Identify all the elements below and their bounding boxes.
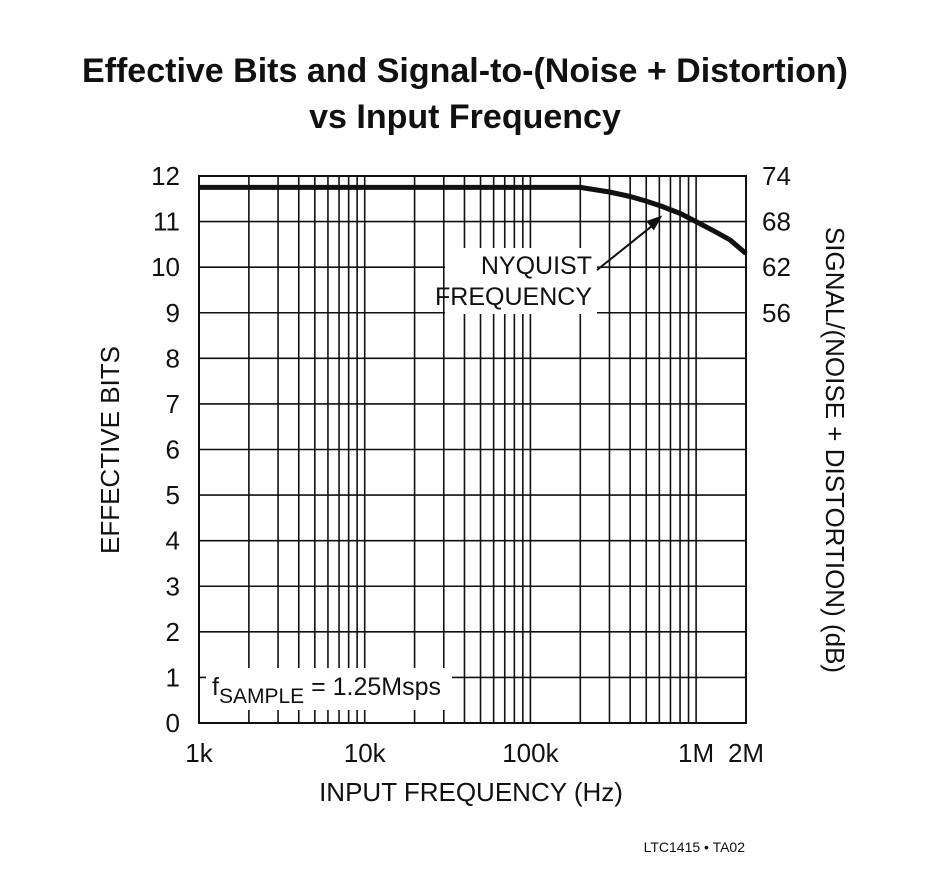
x-tick-label: 1k [185, 738, 213, 768]
plot-frame [198, 175, 747, 724]
chart-title-line1: Effective Bits and Signal-to-(Noise + Di… [82, 52, 848, 90]
y-tick-label: 6 [166, 435, 180, 465]
sample-rate-label-background [206, 668, 452, 710]
y-tick-label: 10 [151, 252, 180, 282]
y2-tick-label: 56 [762, 298, 791, 328]
y-tick-label: 9 [166, 298, 180, 328]
y2-tick-label: 62 [762, 252, 791, 282]
y-tick-label: 1 [166, 662, 180, 692]
sample-rate-suffix: = 1.25Msps [304, 673, 441, 701]
y-axis-label: EFFECTIVE BITS [95, 346, 125, 554]
y-tick-label: 2 [166, 617, 180, 647]
x-tick-label: 10k [344, 738, 387, 768]
sample-rate-label: fSAMPLE = 1.25Msps [212, 673, 441, 708]
x-tick-label: 1M [678, 738, 714, 768]
nyquist-arrow-head [646, 215, 663, 231]
x-axis-label: INPUT FREQUENCY (Hz) [319, 777, 623, 807]
x-tick-labels: 1k 10k 100k 1M 2M [185, 738, 764, 768]
chart-title-line2: vs Input Frequency [309, 98, 621, 136]
y-tick-label: 4 [166, 526, 180, 556]
nyquist-arrow [596, 215, 663, 271]
x-tick-label: 2M [728, 738, 764, 768]
footer-code: LTC1415 • TA02 [644, 839, 746, 855]
nyquist-label-line1: NYQUIST [481, 252, 592, 280]
sample-rate-prefix: f [212, 673, 219, 701]
x-tick-label: 100k [502, 738, 559, 768]
y-tick-label: 3 [166, 571, 180, 601]
nyquist-label-background [445, 248, 597, 314]
nyquist-label-line2: FREQUENCY [435, 283, 592, 311]
y2-tick-label: 74 [762, 161, 791, 191]
y-tick-label: 0 [166, 708, 180, 738]
series-line [199, 184, 748, 256]
y-tick-label: 11 [153, 207, 180, 237]
y-tick-label: 7 [166, 389, 180, 419]
sample-rate-subscript: SAMPLE [219, 685, 304, 708]
nyquist-arrow-shaft [596, 221, 657, 271]
y-tick-label: 12 [151, 161, 180, 191]
y2-tick-label: 68 [762, 207, 791, 237]
y-tick-label: 5 [166, 480, 180, 510]
y2-axis-label: SIGNAL/(NOISE + DISTORTION) (dB) [820, 227, 850, 673]
y-tick-label: 8 [166, 343, 180, 373]
y2-tick-labels: 74 68 62 56 [762, 161, 791, 328]
series-layer [199, 184, 748, 256]
